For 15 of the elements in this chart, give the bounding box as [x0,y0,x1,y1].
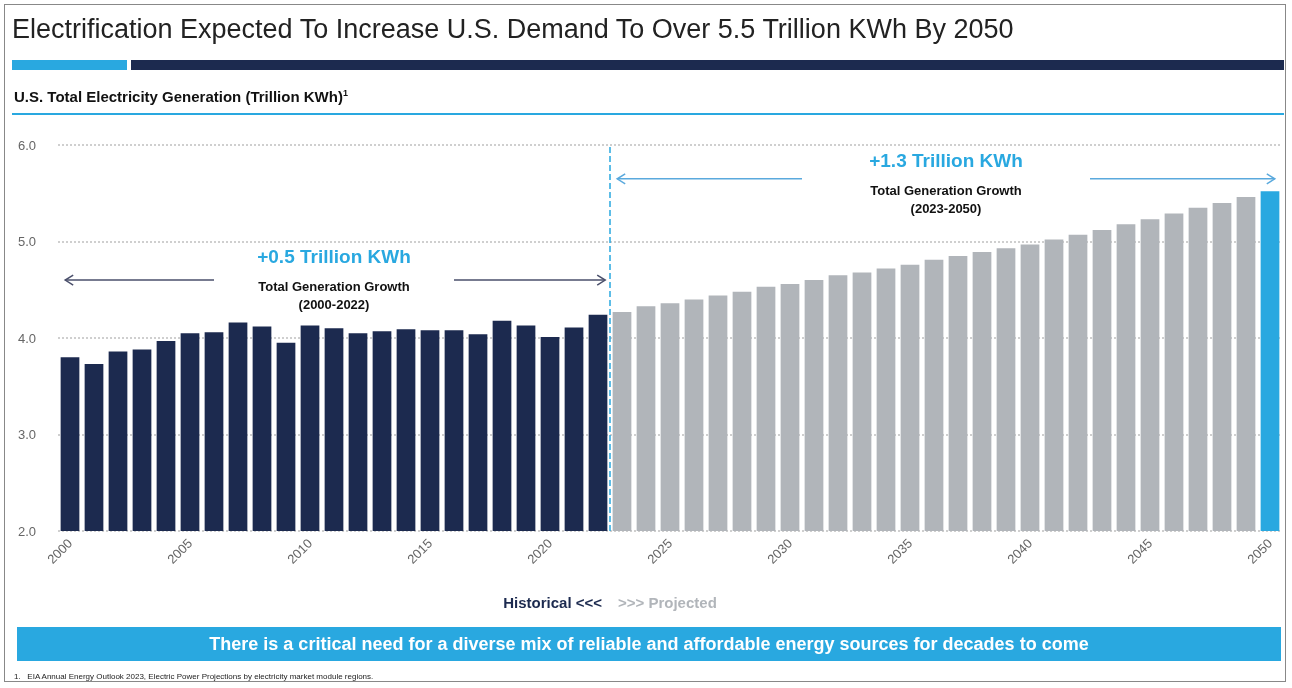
annotation: +0.5 Trillion KWh [257,246,411,269]
chart-title: Electrification Expected To Increase U.S. Demand To Over 5.5 Trillion KWh By 2050 [12,14,1014,45]
chart-subtitle: U.S. Total Electricity Generation (Trillion KWh)$^{1}$ [14,88,348,105]
y-tick-label: 2.0 [17,523,36,539]
y-tick-label: 4.0 [17,330,36,346]
y-tick-label: 6.0 [17,137,36,153]
text: There is a critical need for a diverse mix of reliable and affordable energy sources for decades to come [17,627,1281,661]
annotation: Total Generation Growth (2023-2050) [870,181,1022,218]
annotation: Total Generation Growth (2000-2022) [258,278,410,315]
text: >>> Projected [618,594,717,611]
text: Historical <<< [503,594,602,611]
annotation: +1.3 Trillion KWh [869,149,1023,172]
text: 1. EIA Annual Energy Outlook 2023, Electric Power Projections by electricity market module regions. [14,672,374,681]
y-tick-label: 5.0 [17,234,36,249]
y-tick-label: 3.0 [17,427,36,442]
